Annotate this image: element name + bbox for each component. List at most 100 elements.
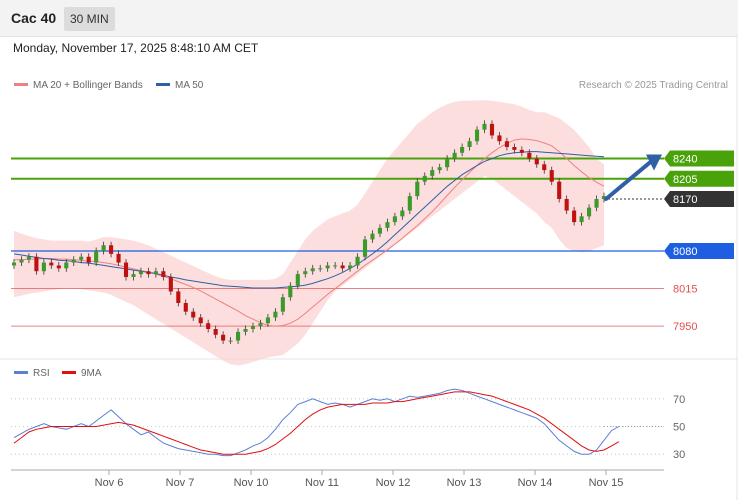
rsi-ma-line xyxy=(13,391,620,455)
candle-body xyxy=(19,259,24,263)
level-label-8015: 8015 xyxy=(673,284,697,296)
candle-body xyxy=(206,323,211,329)
candle-body xyxy=(415,181,420,197)
candle-body xyxy=(109,245,114,254)
candle-body xyxy=(235,331,241,341)
candle-body xyxy=(594,199,599,208)
candle-body xyxy=(542,164,547,171)
candle-body xyxy=(512,147,517,150)
candle-body xyxy=(303,271,308,275)
candle-body xyxy=(422,175,427,182)
rsi-tick-30: 30 xyxy=(673,449,685,461)
candle-body xyxy=(168,277,173,292)
legend-ma20-label: MA 20 + Bollinger Bands xyxy=(33,80,143,91)
level-label-8240: 8240 xyxy=(673,154,697,166)
candle-body xyxy=(564,199,569,211)
bollinger-band xyxy=(14,100,604,366)
candle-body xyxy=(280,297,285,312)
candle-body xyxy=(400,210,405,217)
legend-9ma: 9MA xyxy=(62,368,102,379)
candle-body xyxy=(362,239,368,257)
candle-body xyxy=(572,210,577,223)
candle-body xyxy=(56,265,61,269)
level-label-8170: 8170 xyxy=(673,194,697,206)
candle-body xyxy=(176,291,181,303)
candle-body xyxy=(198,317,203,324)
candle-body xyxy=(333,265,338,267)
candle-body xyxy=(549,170,554,182)
candle-body xyxy=(407,196,412,211)
candle-body xyxy=(452,152,457,159)
timestamp: Monday, November 17, 2025 8:48:10 AM CET xyxy=(13,41,259,55)
candle-body xyxy=(153,271,158,275)
candle-body xyxy=(71,259,76,263)
forecast-arrow-head xyxy=(646,154,662,171)
candle-body xyxy=(265,317,270,324)
candle-body xyxy=(123,262,129,277)
candle-body xyxy=(519,149,524,153)
level-tag-8080 xyxy=(664,243,734,259)
candle-body xyxy=(243,329,248,332)
legend-rsi: RSI xyxy=(14,368,50,379)
ma9-swatch xyxy=(62,370,76,374)
candle-body xyxy=(146,271,151,275)
candle-body xyxy=(161,271,166,277)
candle-body xyxy=(295,274,300,286)
candle-body xyxy=(258,323,263,327)
candle-body xyxy=(213,329,218,335)
timeframe-button[interactable]: 30 MIN xyxy=(64,7,115,31)
candle-body xyxy=(557,181,562,199)
x-tick-Nov-12: Nov 12 xyxy=(376,477,411,489)
x-tick-Nov-11: Nov 11 xyxy=(305,477,339,489)
candle-body xyxy=(587,207,592,217)
candle-body xyxy=(94,251,99,263)
level-label-7950: 7950 xyxy=(673,321,697,333)
x-tick-Nov-7: Nov 7 xyxy=(166,477,195,489)
level-tag-8240 xyxy=(664,150,734,167)
candle-body xyxy=(86,256,91,263)
candle-body xyxy=(64,262,69,269)
legend-9ma-label: 9MA xyxy=(81,368,102,379)
candle-body xyxy=(355,256,360,266)
x-tick-Nov-6: Nov 6 xyxy=(95,477,124,489)
rsi-tick-70: 70 xyxy=(673,394,685,406)
header-bar: Cac 40 30 MIN xyxy=(0,0,738,37)
candle-body xyxy=(228,340,233,342)
candle-body xyxy=(460,147,465,153)
candle-body xyxy=(467,141,472,147)
candle-body xyxy=(250,326,256,329)
level-label-8080: 8080 xyxy=(673,246,697,258)
candle-body xyxy=(273,311,278,318)
candle-body xyxy=(489,123,495,136)
candle-body xyxy=(392,216,397,223)
candle-body xyxy=(340,265,345,269)
legend-ma20: MA 20 + Bollinger Bands xyxy=(14,80,143,91)
candle-body xyxy=(325,265,330,269)
candle-body xyxy=(430,170,435,176)
candle-body xyxy=(101,245,106,251)
level-tag-8205 xyxy=(664,170,734,187)
ma50-swatch xyxy=(156,82,170,86)
legend-ma50: MA 50 xyxy=(156,80,203,91)
legend-rsi-label: RSI xyxy=(33,368,50,379)
instrument-title: Cac 40 xyxy=(11,10,57,26)
forecast-arrow-shaft xyxy=(604,159,653,201)
candle-body xyxy=(138,271,144,275)
x-tick-Nov-13: Nov 13 xyxy=(447,477,482,489)
credit-text: Research © 2025 Trading Central xyxy=(578,80,728,91)
ma20-swatch xyxy=(14,82,28,86)
candle-body xyxy=(131,274,136,277)
candle-body xyxy=(527,152,532,159)
candle-body xyxy=(41,262,46,272)
x-tick-Nov-10: Nov 10 xyxy=(234,477,269,489)
candle-body xyxy=(191,311,196,318)
ma50-line xyxy=(13,151,605,289)
candle-body xyxy=(183,303,188,312)
x-tick-Nov-14: Nov 14 xyxy=(518,477,553,489)
candle-body xyxy=(26,256,31,260)
candle-body xyxy=(49,262,54,266)
candle-body xyxy=(370,233,375,240)
level-label-8205: 8205 xyxy=(673,174,697,186)
candle-body xyxy=(504,141,509,147)
